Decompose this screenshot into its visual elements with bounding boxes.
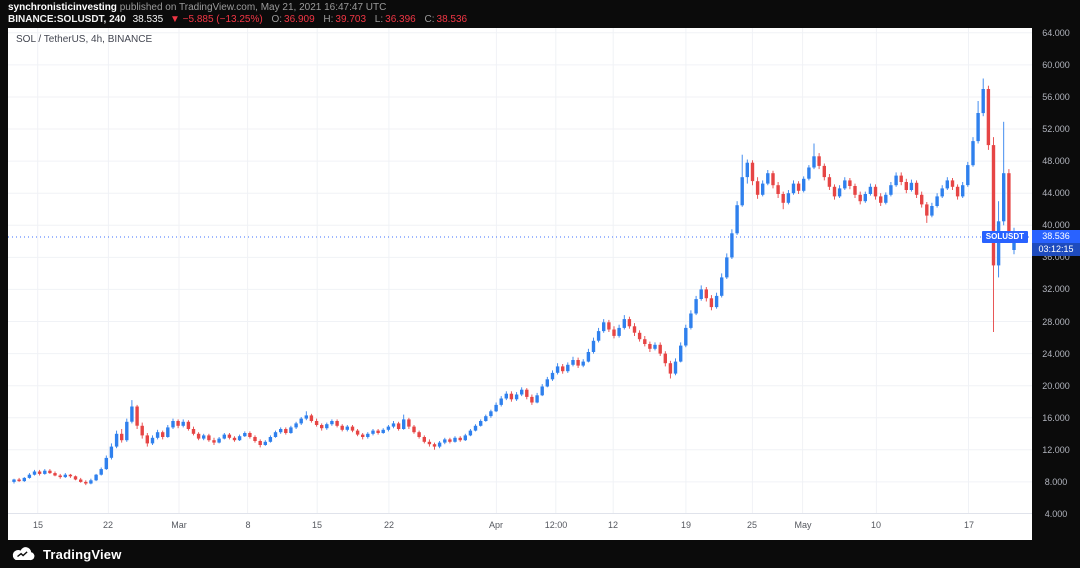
price-change: ▼ −5.885 (−13.25%) xyxy=(169,14,263,25)
publish-line: synchronisticinvesting published on Trad… xyxy=(8,2,386,14)
x-axis-label: May xyxy=(794,520,812,530)
low-label: L: xyxy=(374,14,384,25)
y-axis-label: 12.000 xyxy=(1042,445,1070,455)
x-axis-label: 22 xyxy=(383,520,394,530)
current-price-label: 38.536 xyxy=(1032,230,1080,243)
y-axis-label: 8.000 xyxy=(1044,477,1068,487)
y-axis-label: 4.000 xyxy=(1044,509,1068,519)
x-axis-label: 19 xyxy=(680,520,691,530)
y-axis-label: 52.000 xyxy=(1042,124,1070,134)
x-axis-label: 15 xyxy=(32,520,43,530)
high-label: H: xyxy=(323,14,334,25)
close-value: 38.536 xyxy=(436,14,468,25)
chart-plot-area[interactable]: SOL / TetherUS, 4h, BINANCE SOLUSDT 15 22… xyxy=(8,28,1032,540)
candlestick-svg[interactable] xyxy=(8,28,1032,514)
x-axis-label: 12 xyxy=(607,520,618,530)
y-axis-label: 60.000 xyxy=(1042,60,1070,70)
symbol-tag: SOLUSDT xyxy=(981,231,1028,243)
y-axis-label: 44.000 xyxy=(1042,188,1070,198)
x-axis-label: 17 xyxy=(963,520,974,530)
y-axis-label: 32.000 xyxy=(1042,284,1070,294)
tradingview-logo-icon xyxy=(10,546,36,562)
x-axis-label: 15 xyxy=(311,520,322,530)
last-price: 38.535 xyxy=(132,14,164,25)
footer-bar: TradingView xyxy=(0,540,1080,568)
x-axis-label: Mar xyxy=(171,520,187,530)
x-axis-label: 25 xyxy=(746,520,757,530)
low-value: 36.396 xyxy=(385,14,416,25)
y-axis-label: 64.000 xyxy=(1042,28,1070,38)
ticker-info-bar: BINANCE:SOLUSDT, 240 38.535 ▼ −5.885 (−1… xyxy=(8,14,467,26)
open-value: 36.909 xyxy=(284,14,315,25)
chart-legend[interactable]: SOL / TetherUS, 4h, BINANCE xyxy=(16,34,153,45)
header-bar: synchronisticinvesting published on Trad… xyxy=(0,0,1080,28)
y-axis-label: 20.000 xyxy=(1042,381,1070,391)
y-axis-label: 24.000 xyxy=(1042,349,1070,359)
x-axis-label: 10 xyxy=(870,520,881,530)
open-label: O: xyxy=(271,14,283,25)
publisher-name: synchronisticinvesting xyxy=(8,2,117,13)
chart-row: SOL / TetherUS, 4h, BINANCE SOLUSDT 15 22… xyxy=(8,28,1080,540)
y-axis-label: 16.000 xyxy=(1042,413,1070,423)
high-value: 39.703 xyxy=(335,14,367,25)
publish-info: published on TradingView.com, May 21, 20… xyxy=(116,2,387,13)
x-axis-label: Apr xyxy=(488,520,503,530)
candle-countdown: 03:12:15 xyxy=(1032,243,1080,256)
tradingview-wordmark[interactable]: TradingView xyxy=(43,546,122,562)
x-axis-label: 22 xyxy=(102,520,113,530)
x-axis-label: 12:00 xyxy=(544,520,568,530)
x-axis-label: 8 xyxy=(245,520,251,530)
time-axis[interactable]: 15 22 Mar 8 15 22 Apr 12:00 12 19 25 May 10 17 xyxy=(8,513,1032,540)
close-label: C: xyxy=(424,14,435,25)
y-axis-label: 40.000 xyxy=(1042,220,1070,230)
y-axis-label: 48.000 xyxy=(1042,156,1070,166)
ticker-symbol: BINANCE:SOLUSDT, 240 xyxy=(8,14,126,25)
y-axis-label: 56.000 xyxy=(1042,92,1070,102)
price-label-box: 38.536 03:12:15 xyxy=(1032,230,1080,256)
price-axis[interactable]: 38.536 03:12:15 64.000 60.000 56.000 52.000… xyxy=(1032,28,1080,540)
y-axis-label: 36.000 xyxy=(1042,252,1070,262)
y-axis-label: 28.000 xyxy=(1042,317,1070,327)
